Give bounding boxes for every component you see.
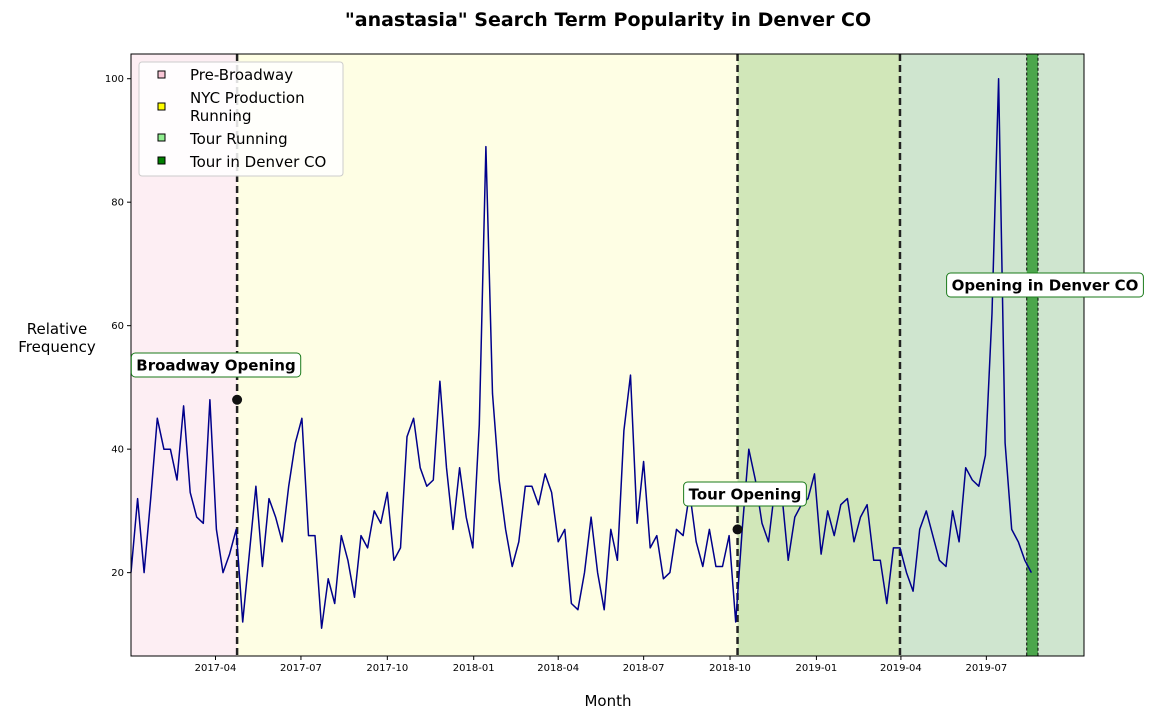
y-tick-label: 80 (111, 198, 124, 209)
annotation-text: Opening in Denver CO (952, 277, 1139, 295)
x-tick-label: 2017-10 (366, 663, 408, 674)
post-tour-region-band (899, 54, 1084, 656)
region-band (1026, 54, 1038, 656)
annotation-label: Opening in Denver CO (946, 272, 1144, 298)
y-axis-label-line: Frequency (18, 338, 96, 356)
annotation-text: Broadway Opening (136, 357, 295, 375)
annotation-label: Tour Opening (683, 481, 807, 507)
y-tick-label: 60 (111, 321, 124, 332)
x-tick-label: 2018-10 (709, 663, 751, 674)
legend-label: Running (190, 107, 251, 125)
x-tick-label: 2018-01 (453, 663, 495, 674)
annotation-text: Tour Opening (689, 486, 802, 504)
annotations: Broadway Opening Tour Opening Opening in D… (130, 272, 1144, 507)
legend-label: Tour Running (189, 130, 288, 148)
plot-frame (130, 53, 1085, 657)
legend-swatch (157, 133, 166, 142)
legend-label: Pre-Broadway (190, 66, 293, 84)
y-tick-label: 40 (111, 445, 124, 456)
annotation-label: Broadway Opening (130, 352, 302, 378)
chart-title: "anastasia" Search Term Popularity in De… (345, 9, 871, 31)
legend-label: NYC Production (190, 89, 305, 107)
series-layer (130, 77, 1033, 629)
region-band (737, 54, 900, 656)
legend-swatch (157, 156, 166, 165)
series-line (130, 77, 1033, 629)
axes: 2017-04 2017-07 2017-10 2018-01 2018-04 2018-… (105, 53, 1085, 674)
event-markers (232, 394, 743, 535)
x-tick-label: 2018-04 (537, 663, 579, 674)
x-tick-label: 2019-04 (880, 663, 922, 674)
legend-swatch (157, 102, 166, 111)
event-marker (732, 524, 743, 535)
annotation-box (683, 481, 807, 507)
y-axis-label: Relative Frequency (18, 320, 96, 356)
legend-item: Tour Running (157, 130, 288, 148)
legend-item: Pre-Broadway (157, 66, 293, 84)
x-axis-label: Month (584, 692, 631, 710)
event-marker (232, 394, 243, 405)
x-tick-label: 2019-07 (965, 663, 1007, 674)
legend-label: Tour in Denver CO (189, 153, 326, 171)
x-tick-label: 2017-04 (195, 663, 237, 674)
annotation-box (130, 352, 302, 378)
legend-swatch (157, 70, 166, 79)
y-tick-label: 100 (105, 74, 124, 85)
legend-box (138, 61, 344, 177)
y-tick-label: 20 (111, 568, 124, 579)
x-tick-label: 2019-01 (796, 663, 838, 674)
y-axis-label-line: Relative (27, 320, 88, 338)
x-tick-label: 2018-07 (623, 663, 665, 674)
legend-item: Tour in Denver CO (157, 153, 326, 171)
x-tick-label: 2017-07 (280, 663, 322, 674)
annotation-box (946, 272, 1144, 298)
